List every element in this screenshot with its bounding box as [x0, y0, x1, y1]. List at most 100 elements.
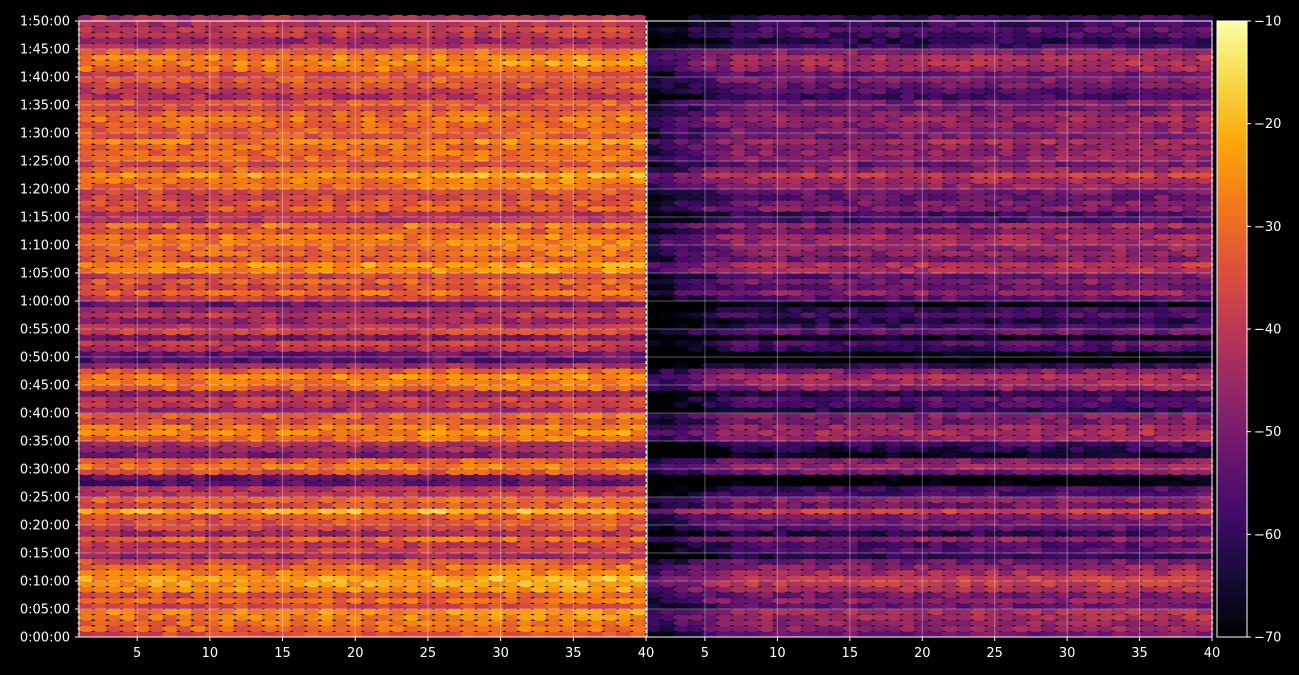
heatmap-cell: [346, 535, 365, 543]
heatmap-cell: [375, 574, 393, 582]
heatmap-cell: [630, 530, 648, 537]
heatmap-cell: [148, 524, 166, 532]
heatmap-cell: [91, 546, 110, 554]
heatmap-cell: [233, 586, 251, 593]
heatmap-cell: [474, 530, 492, 537]
heatmap-cell: [148, 591, 166, 599]
heatmap-cell: [247, 625, 265, 632]
heatmap-cell: [488, 580, 507, 588]
heatmap-cell: [105, 569, 124, 576]
heatmap-cell: [119, 530, 138, 537]
heatmap-cell: [488, 574, 507, 582]
heatmap-cell: [77, 574, 95, 582]
heatmap-cell: [261, 580, 280, 588]
heatmap-cell: [573, 630, 591, 638]
heatmap-cell: [77, 552, 95, 560]
heatmap-cell: [630, 535, 648, 543]
heatmap-cell: [615, 530, 634, 537]
heatmap-cell: [360, 546, 379, 554]
heatmap-cell: [389, 574, 407, 582]
heatmap-cell: [162, 591, 180, 599]
heatmap-cell: [261, 574, 280, 582]
heatmap-cell: [219, 625, 237, 632]
heatmap-cell: [318, 524, 336, 532]
heatmap-cell: [318, 586, 336, 593]
heatmap-cell: [261, 630, 280, 638]
heatmap-cell: [261, 524, 280, 532]
heatmap-cell: [389, 524, 407, 532]
heatmap-cell: [601, 552, 620, 560]
heatmap-cell: [162, 546, 180, 554]
heatmap-cell: [545, 614, 563, 621]
heatmap-cell: [204, 563, 223, 571]
heatmap-cell: [389, 552, 407, 560]
heatmap-cell: [91, 619, 110, 627]
heatmap-cell: [318, 563, 336, 571]
heatmap-cell: [162, 625, 180, 632]
heatmap-cell: [190, 625, 209, 632]
heatmap-cell: [403, 619, 421, 627]
heatmap-cell: [233, 580, 251, 588]
heatmap-cell: [431, 518, 450, 526]
heatmap-cell: [289, 625, 308, 632]
heatmap-cell: [91, 608, 110, 616]
heatmap-cell: [289, 530, 308, 537]
heatmap-cell: [573, 563, 591, 571]
heatmap-cell: [134, 563, 152, 571]
heatmap-cell: [445, 541, 464, 548]
heatmap-cell: [403, 546, 421, 554]
heatmap-cell: [190, 530, 209, 537]
heatmap-cell: [233, 574, 251, 582]
heatmap-cell: [304, 614, 322, 621]
heatmap-cell: [162, 586, 180, 593]
heatmap-cell: [516, 574, 535, 582]
heatmap-cell: [417, 597, 436, 604]
heatmap-cell: [233, 569, 251, 576]
heatmap-cell: [587, 574, 606, 582]
heatmap-cell: [219, 580, 237, 588]
heatmap-cell: [318, 580, 336, 588]
heatmap-cell: [162, 569, 180, 576]
heatmap-cell: [275, 518, 294, 526]
heatmap-cell: [91, 597, 110, 604]
heatmap-cell: [601, 546, 620, 554]
heatmap-cell: [176, 597, 195, 604]
heatmap-cell: [204, 541, 223, 548]
heatmap-cell: [474, 586, 492, 593]
heatmap-cell: [516, 586, 535, 593]
heatmap-cell: [275, 597, 294, 604]
heatmap-cell: [573, 569, 591, 576]
heatmap-cell: [530, 524, 549, 532]
heatmap-cell: [247, 535, 265, 543]
heatmap-cell: [275, 574, 294, 582]
heatmap-cell: [91, 586, 110, 593]
heatmap-cell: [289, 552, 308, 560]
heatmap-cell: [516, 597, 535, 604]
heatmap-cell: [431, 563, 450, 571]
heatmap-cell: [346, 558, 365, 565]
heatmap-cell: [474, 535, 492, 543]
heatmap-cell: [346, 586, 365, 593]
heatmap-cell: [502, 586, 521, 593]
heatmap-cell: [318, 518, 336, 526]
heatmap-cell: [289, 586, 308, 593]
heatmap-cell: [630, 569, 648, 576]
heatmap-cell: [445, 591, 464, 599]
heatmap-cell: [176, 602, 195, 610]
heatmap-cell: [403, 614, 421, 621]
heatmap-cell: [460, 535, 478, 543]
heatmap-cell: [403, 625, 421, 632]
heatmap-cell: [190, 524, 209, 532]
heatmap-cell: [219, 591, 237, 599]
heatmap-cell: [91, 630, 110, 638]
heatmap-cell: [502, 541, 521, 548]
heatmap-cell: [403, 530, 421, 537]
heatmap-cell: [488, 563, 507, 571]
heatmap-cell: [587, 558, 606, 565]
heatmap-cell: [488, 630, 507, 638]
heatmap-cell: [204, 586, 223, 593]
heatmap-cell: [630, 608, 648, 616]
heatmap-cell: [346, 619, 365, 627]
heatmap-cell: [431, 541, 450, 548]
heatmap-cell: [247, 546, 265, 554]
